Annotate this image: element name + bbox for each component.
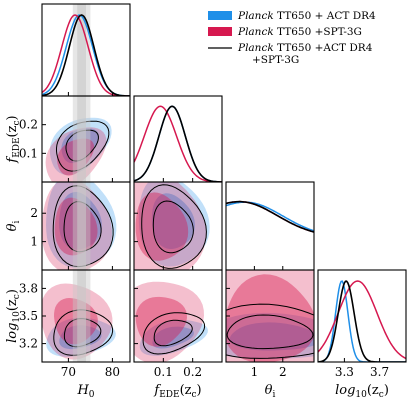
Planck TT650 +SPT-3G-95: [45, 127, 107, 182]
posterior-theta-series-0: [226, 201, 314, 232]
xtick-label-theta: 1: [251, 365, 259, 379]
legend-swatch-1: [208, 27, 232, 36]
ytick-label-logzc: 3.8: [19, 281, 38, 295]
combined-95-contour: [53, 309, 114, 356]
h0-band-inner: [77, 270, 86, 362]
posterior-logzc-series-1: [318, 280, 406, 360]
combined-68-contour: [153, 319, 193, 347]
xtick-label-H0: 70: [61, 365, 76, 379]
combined-95-contour: [226, 303, 314, 359]
Planck TT650 + ACT DR4-68: [229, 322, 314, 351]
Planck TT650 +SPT-3G-95: [226, 270, 314, 362]
panel-fEDE-vs-logzc: [134, 281, 208, 362]
legend-label-1: Planck TT650 +SPT-3G: [237, 26, 362, 38]
panel-fEDE-vs-theta: [134, 182, 210, 270]
legend-label-2-line2: +SPT-3G: [252, 54, 299, 66]
xlabel-fEDE: fEDE(zc): [153, 383, 201, 400]
posterior-theta: [226, 200, 314, 233]
h0-band-row-1: [72, 96, 91, 182]
ytick-label-logzc: 3.5: [19, 309, 38, 323]
combined-95-contour: [141, 184, 207, 269]
panel-theta-vs-logzc: [226, 270, 314, 362]
ytick-label-logzc: 3.2: [19, 337, 38, 351]
xlabel-H0: H0: [76, 383, 94, 400]
Planck TT650 + ACT DR4-68: [151, 193, 195, 249]
Planck TT650 +SPT-3G-68: [226, 274, 314, 362]
legend-label-2: Planck TT650 +ACT DR4: [237, 42, 373, 54]
legend: Planck TT650 + ACT DR4 Planck TT650 +SPT-…: [208, 10, 376, 66]
posterior-H0-series-1: [42, 14, 130, 96]
Planck TT650 +SPT-3G-95: [134, 182, 207, 270]
ytick-label-fEDE: 0.2: [19, 118, 38, 132]
xlabel-theta: θi: [265, 383, 276, 400]
legend-label-0: Planck TT650 + ACT DR4: [237, 10, 376, 22]
ytick-label-theta: 1: [30, 235, 38, 249]
Planck TT650 +SPT-3G-68: [135, 296, 187, 347]
h0-band-inner: [77, 4, 86, 96]
xtick-label-logzc: 3.7: [370, 365, 389, 379]
posterior-fEDE: [134, 105, 222, 182]
xlabel-logzc: log10(zc): [335, 383, 389, 400]
Planck TT650 +SPT-3G-68: [54, 197, 98, 256]
legend-swatch-0: [208, 11, 232, 20]
ylabel-fEDE: fEDE(zc): [5, 115, 22, 163]
xtick-label-theta: 2: [279, 365, 287, 379]
posterior-logzc: [318, 280, 406, 362]
h0-band-row-0: [72, 4, 91, 96]
ytick-label-fEDE: 0.1: [19, 146, 38, 160]
Planck TT650 +SPT-3G-95: [42, 182, 112, 270]
Planck TT650 +SPT-3G-68: [135, 192, 189, 261]
panel-H0-vs-theta: [42, 182, 117, 270]
combined-68-contour: [226, 314, 314, 350]
posterior-H0-series-2: [42, 14, 130, 96]
posterior-fEDE-series-2: [134, 105, 222, 182]
frame-3-3: [317, 269, 407, 363]
xtick-label-logzc: 3.3: [335, 365, 354, 379]
h0-band-inner: [77, 182, 86, 270]
combined-68-contour: [63, 317, 102, 348]
combined-95-contour: [52, 185, 114, 268]
xtick-label-fEDE: 0.1: [154, 365, 173, 379]
posterior-logzc-series-2: [318, 280, 406, 362]
Planck TT650 + ACT DR4-95: [138, 182, 210, 267]
combined-68-contour: [152, 200, 194, 254]
h0-band-inner: [77, 96, 86, 182]
h0-band-row-3: [72, 270, 91, 362]
xtick-label-fEDE: 0.2: [183, 365, 202, 379]
posterior-H0: [42, 14, 130, 96]
posterior-fEDE-series-1: [134, 105, 222, 182]
ytick-label-theta: 2: [30, 206, 38, 220]
Planck TT650 + ACT DR4-68: [152, 326, 194, 349]
Planck TT650 +SPT-3G-95: [134, 281, 204, 362]
ylabel-logzc: log10(zc): [5, 289, 22, 343]
h0-band-row-2: [72, 182, 91, 270]
combined-95-contour: [142, 312, 206, 355]
ylabel-theta: θi: [5, 221, 22, 232]
posterior-theta-series-2: [226, 200, 314, 233]
xtick-label-H0: 80: [105, 365, 120, 379]
combined-68-contour: [63, 201, 102, 253]
